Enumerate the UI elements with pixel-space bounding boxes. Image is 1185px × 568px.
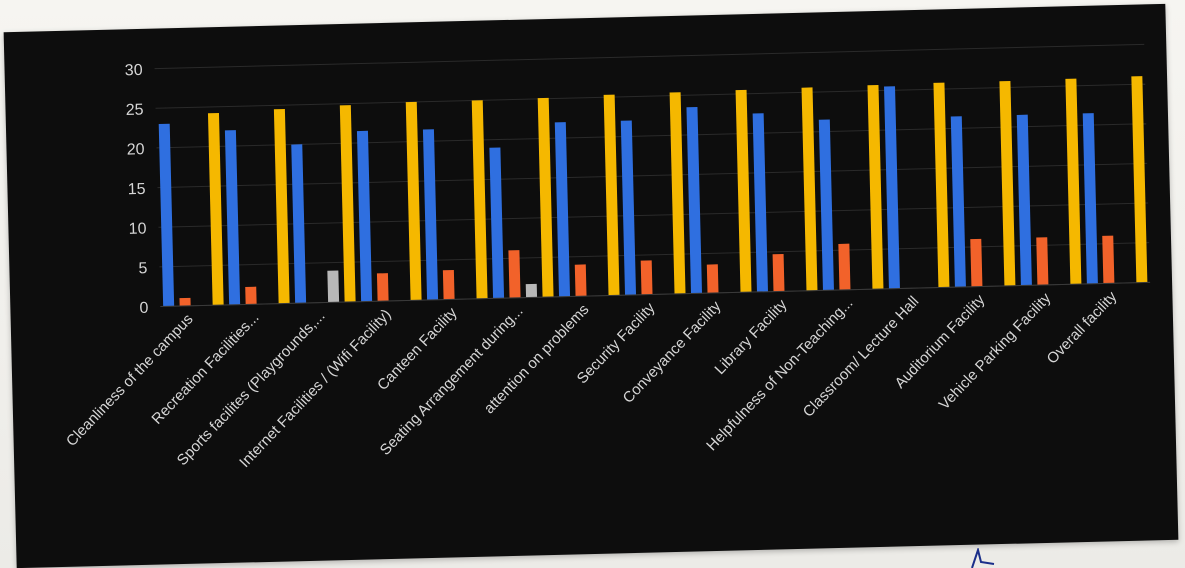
bar-series-2-10: [838, 243, 851, 290]
bar-series-4-7: [669, 92, 686, 294]
bar-series-4-5: [537, 97, 554, 298]
bar-series-1-5: [489, 147, 505, 299]
bar-series-2-5: [508, 250, 521, 298]
bar-series-2-13: [1036, 237, 1049, 286]
bar-series-2-7: [640, 260, 653, 295]
bar-series-1-12: [950, 116, 966, 288]
bar-series-1-0: [158, 123, 175, 307]
bar-series-4-4: [471, 100, 488, 299]
bar-series-4-6: [603, 94, 620, 296]
bar-series-4-11: [933, 82, 950, 288]
x-category-label: attention on problems: [481, 301, 593, 417]
bar-series-2-3: [376, 273, 389, 302]
bar-series-1-6: [554, 122, 571, 297]
bar-series-4-0: [207, 113, 224, 306]
y-tick-label: 15: [128, 181, 146, 198]
y-tick-label: 5: [138, 260, 147, 277]
gridline: [157, 162, 1148, 189]
bar-series-1-3: [356, 130, 373, 302]
bar-series-4-13: [1065, 78, 1082, 285]
bars: [158, 76, 1148, 307]
bar-series-2-1: [245, 286, 257, 305]
pen-mark: [971, 548, 995, 568]
bar-series-4-12: [999, 80, 1016, 286]
gridline: [158, 202, 1149, 228]
y-tick-label: 25: [126, 102, 144, 119]
bar-series-4-3: [405, 101, 422, 301]
bar-series-1-10: [818, 119, 834, 291]
gridline: [159, 242, 1150, 268]
bar-series-4-8: [735, 89, 752, 293]
gridline: [154, 43, 1145, 70]
bar-series-2-8: [706, 264, 719, 294]
gridline: [156, 123, 1147, 149]
bar-series-1-14: [1082, 113, 1098, 284]
gridline: [155, 83, 1146, 109]
gridlines: [154, 43, 1151, 308]
bar-series-4-2: [339, 105, 356, 303]
chart-panel: 0 5 10 15 20 25 30 Cleanliness of the campus Re…: [3, 3, 1179, 568]
bar-chart: 0 5 10 15 20 25 30 Cleanliness of the campusRe…: [63, 43, 1151, 471]
bar-series-2-6: [574, 264, 587, 297]
bar-series-1-9: [752, 113, 768, 292]
y-tick-label: 30: [125, 62, 143, 79]
x-category-label: Overall facility: [1044, 288, 1121, 368]
bar-series-2-14: [1102, 235, 1115, 284]
bar-series-4-1: [273, 109, 290, 304]
bar-series-1-7: [620, 120, 637, 296]
x-category-label: Cleanliness of the campus: [63, 311, 197, 450]
bar-series-1-11: [884, 86, 900, 289]
bar-series-1-13: [1016, 114, 1032, 286]
x-axis-line: [160, 281, 1151, 308]
bar-series-3-2: [327, 270, 340, 303]
bar-series-4-10: [867, 85, 884, 290]
bar-series-1-2: [291, 144, 307, 304]
bar-series-3-5: [525, 283, 538, 298]
y-tick-label: 0: [139, 300, 148, 317]
bar-series-1-8: [686, 106, 703, 294]
bar-series-2-12: [970, 238, 983, 287]
y-tick-label: 20: [127, 141, 145, 158]
x-category-label: Vehicle Parking Facility: [936, 289, 1055, 413]
bar-series-2-0: [179, 297, 191, 307]
x-category-label: Classroom/ Lecture Hall: [800, 293, 923, 421]
bar-series-2-9: [772, 253, 785, 292]
bar-series-4-14: [1131, 76, 1148, 283]
bar-series-4-9: [801, 87, 818, 291]
y-tick-label: 10: [128, 221, 146, 238]
x-category-label: Recreation Facilities...: [149, 309, 263, 428]
bar-series-1-4: [422, 129, 439, 301]
bar-series-1-1: [224, 130, 241, 305]
y-axis-tick-labels: 0 5 10 15 20 25 30: [125, 62, 149, 317]
bar-series-2-4: [442, 269, 455, 300]
